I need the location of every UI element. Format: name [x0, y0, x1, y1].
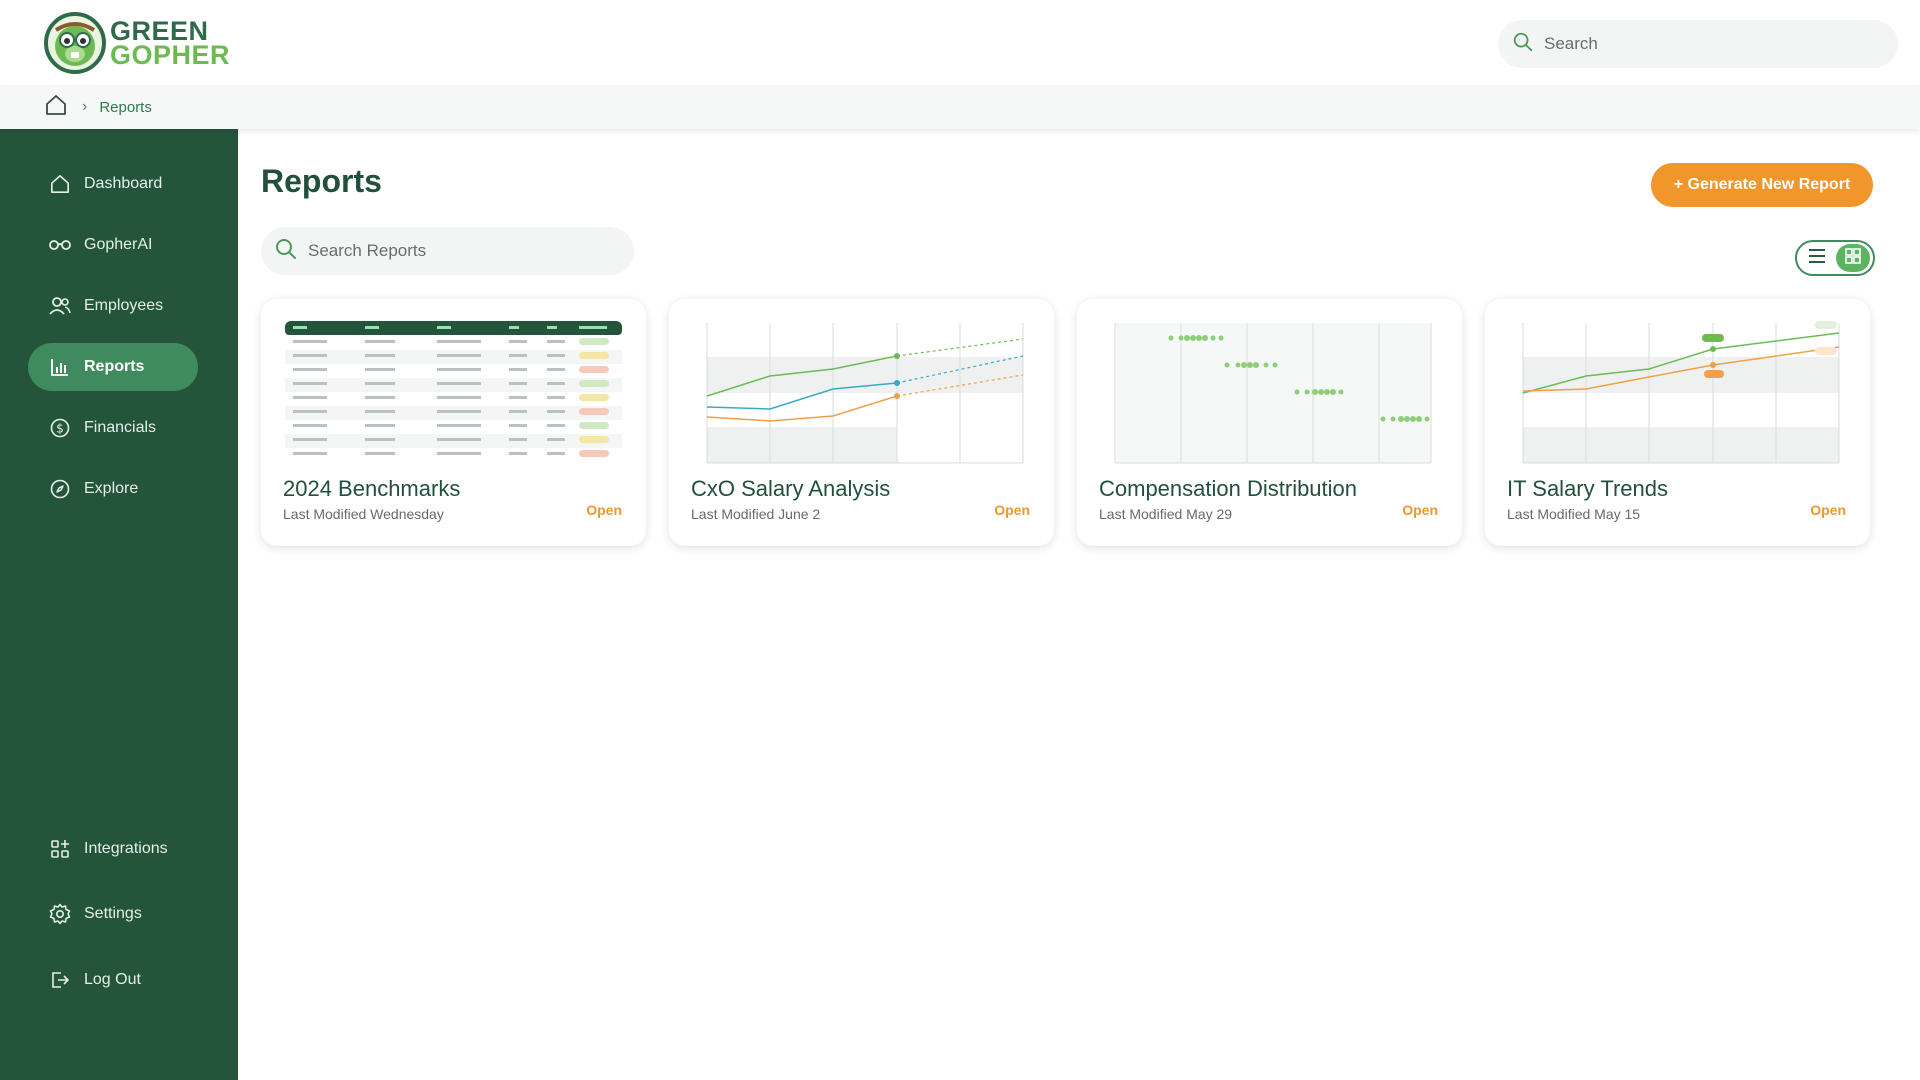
list-icon	[1808, 248, 1826, 268]
list-view-button[interactable]	[1800, 244, 1834, 272]
sidebar-item-label: Integrations	[84, 840, 168, 857]
brand-name-line1: GREEN	[110, 16, 209, 46]
sidebar-item-label: Log Out	[84, 971, 141, 988]
report-modified: Last Modified May 29	[1099, 506, 1233, 522]
report-modified: Last Modified May 15	[1507, 506, 1641, 522]
sidebar-item-employees[interactable]: Employees	[28, 282, 198, 330]
line-chart-thumbnail	[1509, 321, 1846, 467]
brand-name-line2: GOPHER	[110, 40, 231, 70]
top-bar: GREEN GOPHER	[0, 0, 1920, 85]
sidebar-item-settings[interactable]: Settings	[28, 890, 198, 938]
open-report-link[interactable]: Open	[1810, 502, 1846, 518]
search-icon	[274, 237, 298, 266]
table-preview-thumbnail	[285, 321, 622, 467]
sidebar-item-explore[interactable]: Explore	[28, 465, 198, 513]
report-card[interactable]: CxO Salary Analysis Last Modified June 2…	[669, 299, 1054, 546]
grid-icon	[1845, 247, 1861, 269]
gear-icon	[48, 902, 72, 926]
open-report-link[interactable]: Open	[586, 502, 622, 518]
brand-logo[interactable]: GREEN GOPHER	[44, 12, 230, 74]
breadcrumb-current[interactable]: Reports	[99, 98, 152, 116]
sidebar-item-gopherai[interactable]: GopherAI	[28, 221, 198, 269]
sidebar-item-dashboard[interactable]: Dashboard	[28, 160, 198, 208]
report-title[interactable]: 2024 Benchmarks	[283, 476, 461, 501]
chevron-right-icon: ›	[82, 98, 88, 115]
report-title[interactable]: CxO Salary Analysis	[691, 476, 891, 501]
gopher-logo-icon	[44, 12, 106, 74]
global-search[interactable]	[1498, 20, 1898, 68]
glasses-icon	[48, 233, 72, 257]
open-report-link[interactable]: Open	[1402, 502, 1438, 518]
logout-icon	[48, 968, 72, 992]
report-modified: Last Modified June 2	[691, 506, 821, 522]
bar-chart-icon	[48, 355, 72, 379]
svg-text:$: $	[56, 422, 64, 436]
page-title: Reports	[261, 163, 382, 199]
breadcrumb: › Reports	[0, 85, 1920, 129]
apps-plus-icon	[48, 837, 72, 861]
sidebar-item-label: Employees	[84, 297, 164, 314]
dot-plot-thumbnail	[1101, 321, 1438, 467]
sidebar-item-label: Explore	[84, 480, 139, 497]
home-icon[interactable]	[44, 94, 68, 121]
sidebar-item-logout[interactable]: Log Out	[28, 956, 198, 1004]
sidebar-item-label: Dashboard	[84, 175, 163, 192]
brand-name: GREEN GOPHER	[110, 16, 231, 70]
sidebar-item-label: Financials	[84, 419, 157, 436]
report-card[interactable]: 2024 Benchmarks Last Modified Wednesday …	[261, 299, 646, 546]
users-icon	[48, 294, 72, 318]
report-title[interactable]: IT Salary Trends	[1507, 476, 1668, 501]
sidebar-item-label: GopherAI	[84, 236, 153, 253]
sidebar: Dashboard GopherAI Employees Reports $ F…	[0, 129, 238, 1080]
sidebar-item-reports[interactable]: Reports	[28, 343, 198, 391]
sidebar-item-label: Settings	[84, 905, 142, 922]
compass-icon	[48, 477, 72, 501]
report-card[interactable]: IT Salary Trends Last Modified May 15 Op…	[1485, 299, 1870, 546]
sidebar-item-financials[interactable]: $ Financials	[28, 404, 198, 452]
sidebar-item-label: Reports	[84, 358, 145, 375]
line-chart-thumbnail	[693, 321, 1030, 467]
search-icon	[1512, 31, 1534, 58]
report-search[interactable]	[261, 227, 634, 275]
report-title[interactable]: Compensation Distribution	[1099, 476, 1358, 501]
view-toggle	[1795, 240, 1875, 276]
report-modified: Last Modified Wednesday	[283, 506, 444, 522]
dollar-coin-icon: $	[48, 416, 72, 440]
sidebar-item-integrations[interactable]: Integrations	[28, 825, 198, 873]
grid-view-button[interactable]	[1836, 244, 1870, 272]
home-icon	[48, 172, 72, 196]
global-search-input[interactable]	[1544, 34, 1864, 54]
report-card[interactable]: Compensation Distribution Last Modified …	[1077, 299, 1462, 546]
open-report-link[interactable]: Open	[994, 502, 1030, 518]
report-search-input[interactable]	[308, 241, 608, 261]
generate-report-button[interactable]: + Generate New Report	[1651, 163, 1873, 207]
